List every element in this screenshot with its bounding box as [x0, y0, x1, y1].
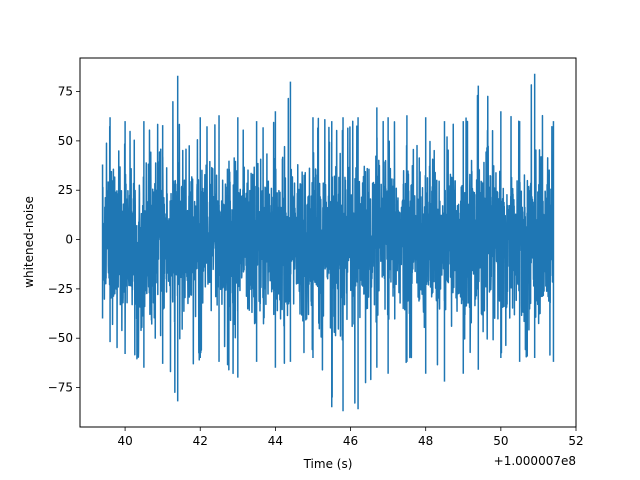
x-tick-label: 44	[268, 434, 283, 448]
x-axis-label: Time (s)	[303, 457, 353, 471]
x-tick-label: 42	[193, 434, 208, 448]
y-tick-label: −25	[48, 282, 73, 296]
y-tick-label: 75	[58, 85, 73, 99]
x-tick-label: 40	[117, 434, 132, 448]
y-tick-label: −50	[48, 331, 73, 345]
x-offset-label: +1.000007e8	[494, 454, 576, 468]
x-tick-label: 46	[343, 434, 358, 448]
y-tick-label: 50	[58, 134, 73, 148]
x-tick-label: 48	[418, 434, 433, 448]
y-axis: −75 −50 −25 0 25 50 75	[48, 85, 80, 395]
y-tick-label: −75	[48, 381, 73, 395]
x-tick-label: 50	[493, 434, 508, 448]
y-tick-label: 0	[65, 233, 73, 247]
y-tick-label: 25	[58, 183, 73, 197]
x-axis: 40 42 44 46 48 50 52	[117, 427, 584, 448]
x-tick-label: 52	[568, 434, 583, 448]
series-line	[101, 73, 555, 412]
axes-frame	[79, 57, 577, 428]
plot-area	[79, 57, 577, 428]
y-axis-label: whitened-noise	[22, 196, 36, 288]
